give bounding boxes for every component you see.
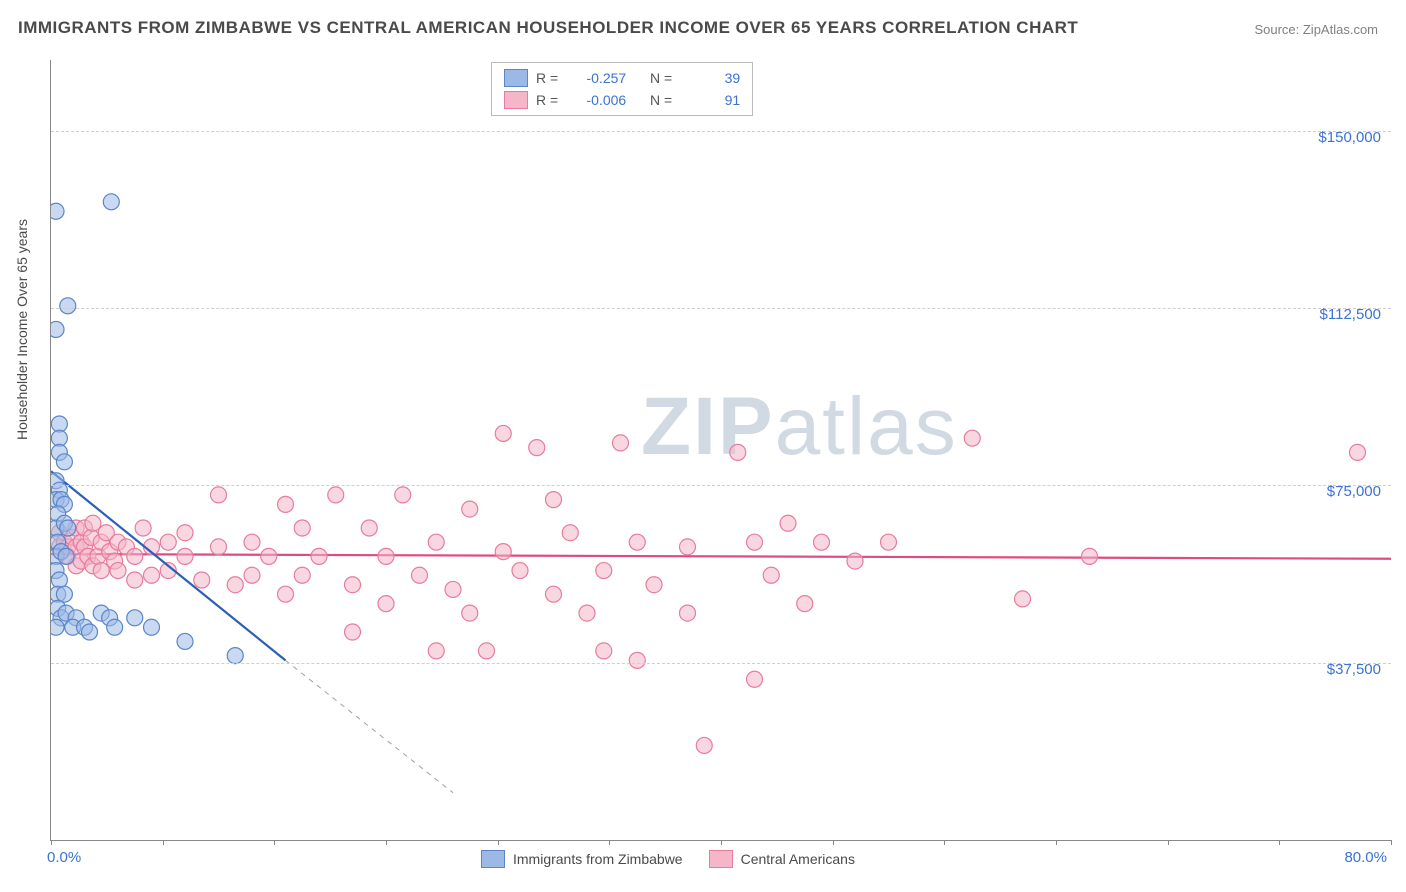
x-tick-mark	[51, 840, 52, 845]
y-tick-label: $37,500	[1327, 661, 1381, 678]
x-tick-mark	[721, 840, 722, 845]
x-tick-mark	[386, 840, 387, 845]
y-tick-label: $75,000	[1327, 483, 1381, 500]
x-axis-min-label: 0.0%	[47, 849, 81, 866]
stats-legend-row: R =-0.006 N =91	[504, 89, 740, 111]
x-tick-mark	[1056, 840, 1057, 845]
grid-line	[51, 663, 1391, 664]
series-legend-item: Central Americans	[709, 850, 855, 868]
x-tick-mark	[1391, 840, 1392, 845]
y-axis-label: Householder Income Over 65 years	[14, 219, 30, 440]
grid-line	[51, 308, 1391, 309]
x-tick-mark	[944, 840, 945, 845]
x-tick-mark	[833, 840, 834, 845]
x-tick-mark	[163, 840, 164, 845]
series-legend: Immigrants from Zimbabwe Central American…	[481, 850, 855, 868]
plot-area: ZIPatlas R =-0.257 N =39R =-0.006 N =91 …	[50, 60, 1391, 841]
x-axis-max-label: 80.0%	[1344, 849, 1387, 866]
scatter-svg	[51, 60, 1391, 840]
stats-legend: R =-0.257 N =39R =-0.006 N =91	[491, 62, 753, 116]
grid-line	[51, 485, 1391, 486]
x-tick-mark	[609, 840, 610, 845]
stats-legend-row: R =-0.257 N =39	[504, 67, 740, 89]
x-tick-mark	[274, 840, 275, 845]
y-tick-label: $112,500	[1320, 306, 1381, 323]
series-legend-item: Immigrants from Zimbabwe	[481, 850, 683, 868]
x-tick-mark	[1168, 840, 1169, 845]
x-tick-mark	[498, 840, 499, 845]
y-tick-label: $150,000	[1318, 129, 1381, 146]
grid-line	[51, 131, 1391, 132]
source-text: Source: ZipAtlas.com	[1254, 22, 1378, 37]
x-tick-mark	[1279, 840, 1280, 845]
chart-title: IMMIGRANTS FROM ZIMBABWE VS CENTRAL AMER…	[18, 18, 1078, 38]
